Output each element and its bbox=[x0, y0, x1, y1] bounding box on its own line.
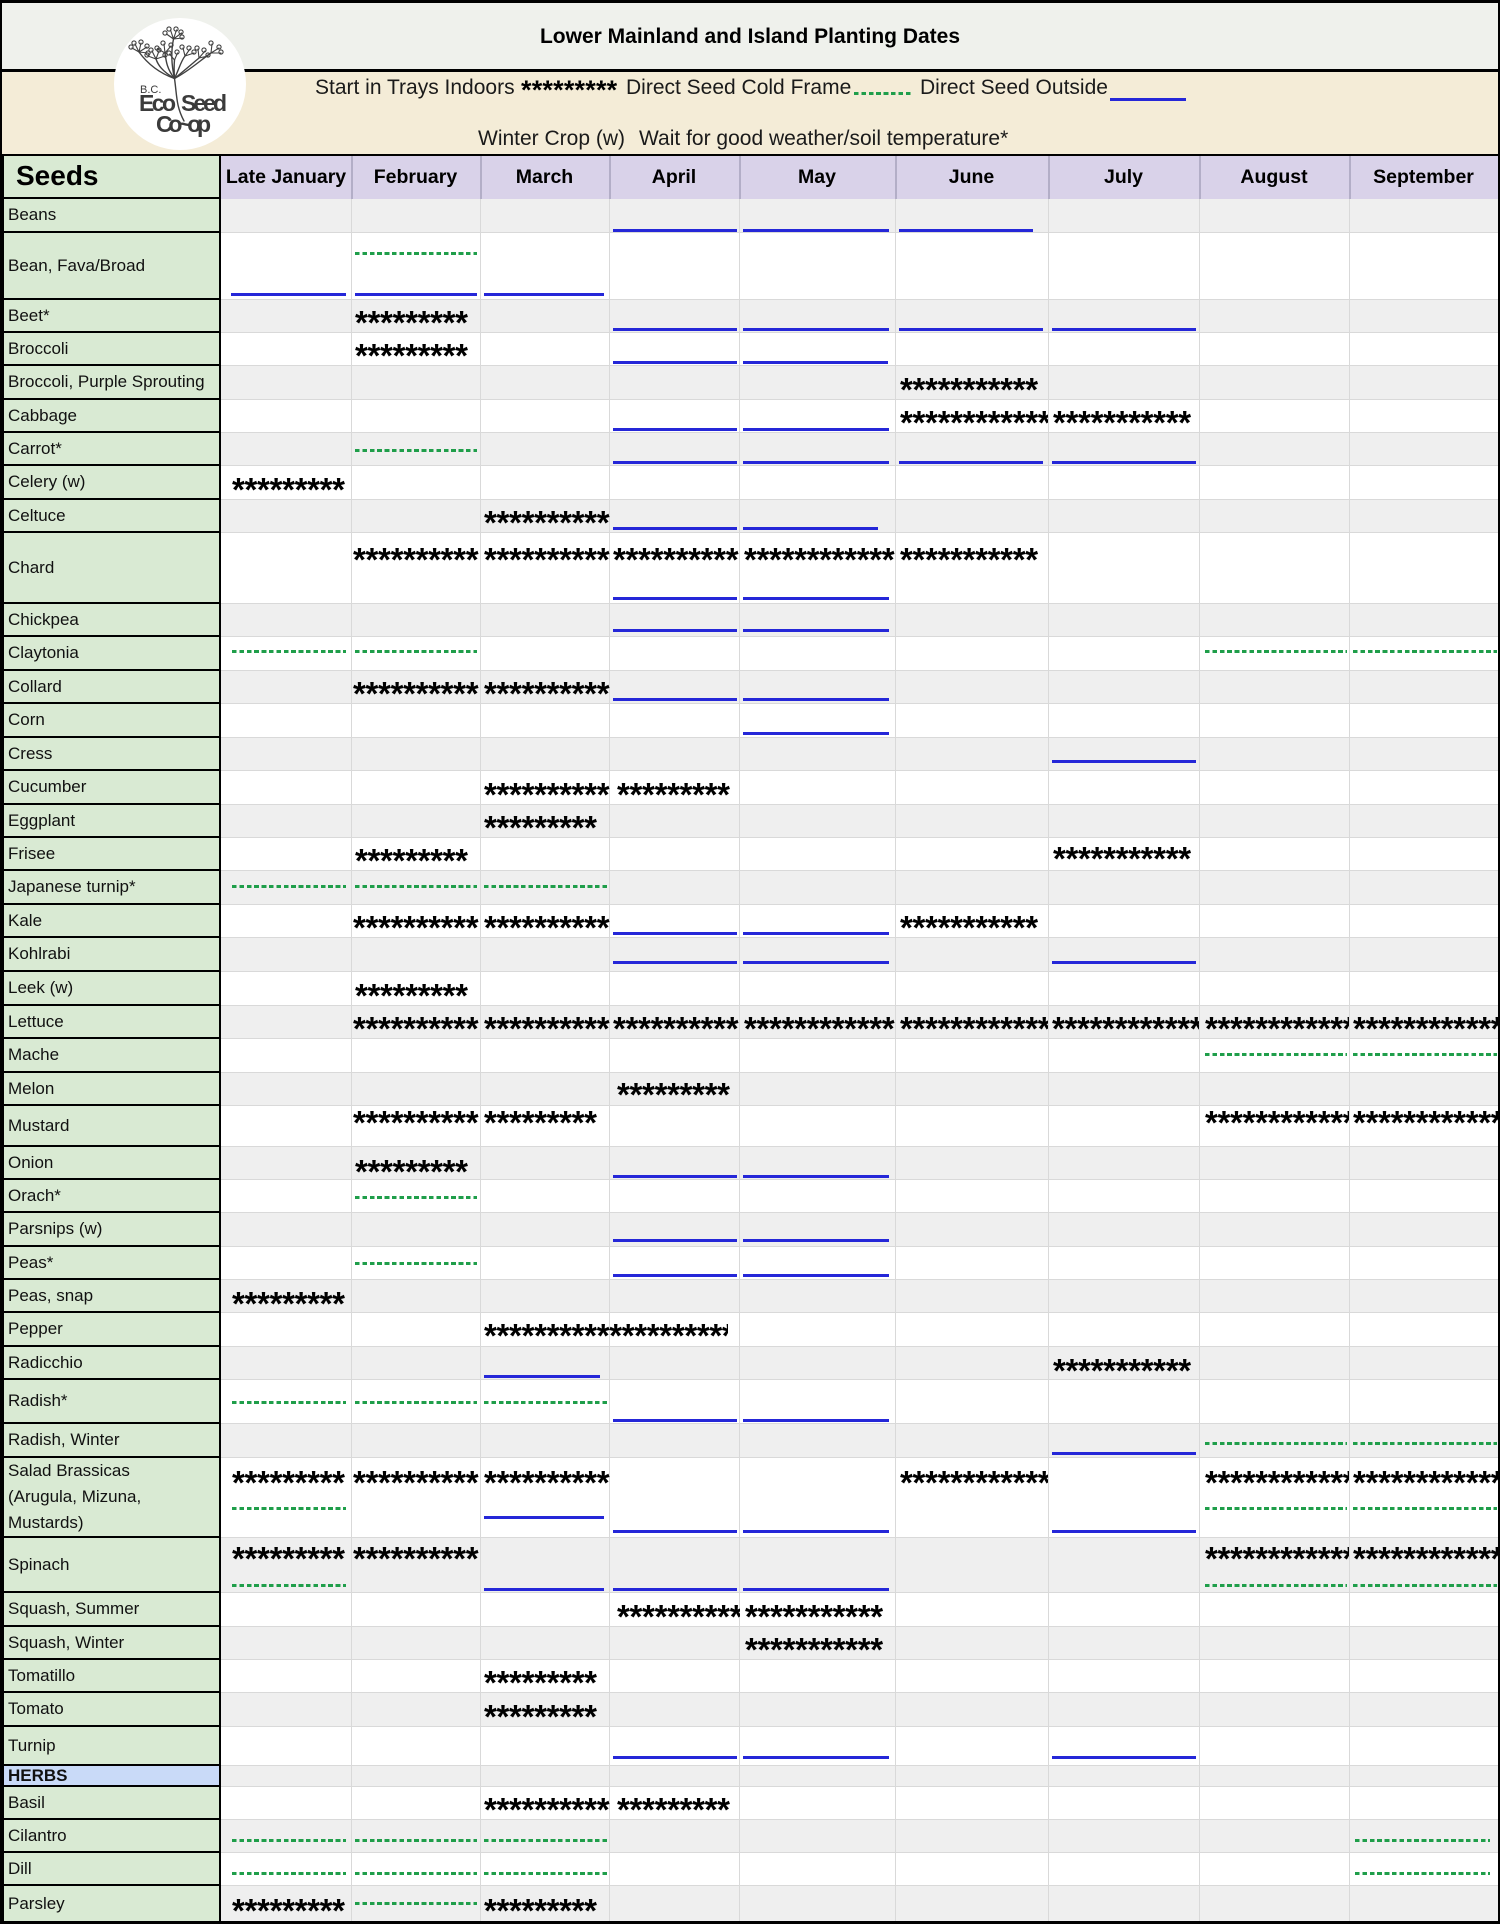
svg-text:Seed: Seed bbox=[181, 90, 227, 116]
svg-text:B.C.: B.C. bbox=[140, 84, 161, 96]
svg-text:Co~op: Co~op bbox=[156, 111, 211, 137]
svg-text:Eco: Eco bbox=[139, 90, 176, 116]
